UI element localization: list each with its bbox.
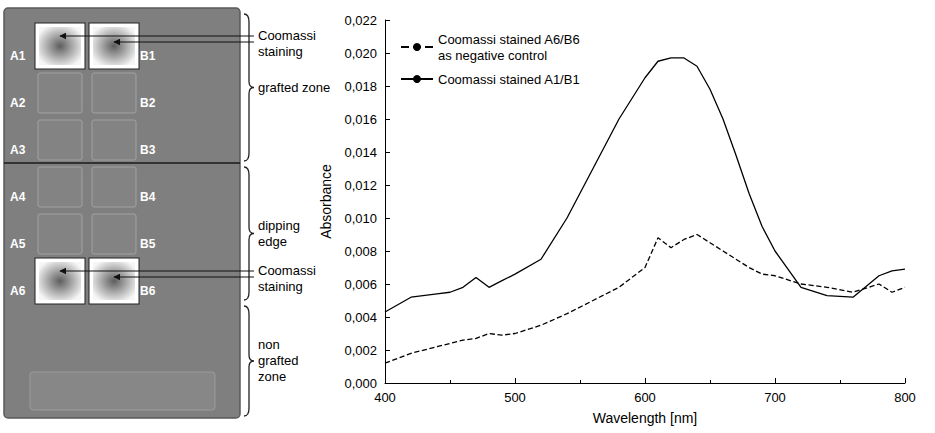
svg-text:A5: A5 [10, 237, 26, 251]
svg-text:Coomassi: Coomassi [258, 263, 316, 278]
svg-text:0,002: 0,002 [344, 343, 377, 358]
svg-text:A3: A3 [10, 143, 26, 157]
svg-text:non: non [258, 337, 280, 352]
svg-text:600: 600 [634, 390, 656, 405]
svg-text:B5: B5 [140, 237, 156, 251]
svg-text:A6: A6 [10, 284, 26, 298]
svg-text:edge: edge [258, 234, 287, 249]
svg-text:400: 400 [374, 390, 396, 405]
svg-text:zone: zone [258, 369, 286, 384]
svg-text:dipping: dipping [258, 218, 300, 233]
svg-text:700: 700 [764, 390, 786, 405]
svg-text:A4: A4 [10, 190, 26, 204]
svg-text:B2: B2 [140, 96, 156, 110]
svg-text:0,004: 0,004 [344, 310, 377, 325]
svg-text:as negative control: as negative control [438, 48, 547, 63]
svg-text:0,006: 0,006 [344, 277, 377, 292]
svg-text:A1: A1 [10, 49, 26, 63]
svg-text:0,022: 0,022 [344, 13, 377, 28]
svg-text:Coomassi stained A6/B6: Coomassi stained A6/B6 [438, 32, 580, 47]
svg-text:staining: staining [258, 279, 303, 294]
svg-text:0,000: 0,000 [344, 376, 377, 391]
svg-text:B1: B1 [140, 49, 156, 63]
svg-text:500: 500 [504, 390, 526, 405]
svg-text:0,010: 0,010 [344, 211, 377, 226]
svg-text:grafted: grafted [258, 353, 298, 368]
svg-text:0,018: 0,018 [344, 79, 377, 94]
svg-text:800: 800 [894, 390, 916, 405]
svg-text:staining: staining [258, 44, 303, 59]
svg-text:0,016: 0,016 [344, 112, 377, 127]
svg-text:Coomassi stained A1/B1: Coomassi stained A1/B1 [438, 72, 580, 87]
svg-text:B3: B3 [140, 143, 156, 157]
svg-text:A2: A2 [10, 96, 26, 110]
svg-text:B6: B6 [140, 284, 156, 298]
svg-text:0,014: 0,014 [344, 145, 377, 160]
svg-text:Absorbance: Absorbance [318, 164, 334, 239]
svg-text:0,008: 0,008 [344, 244, 377, 259]
svg-text:0,012: 0,012 [344, 178, 377, 193]
svg-text:Coomassi: Coomassi [258, 28, 316, 43]
svg-text:B4: B4 [140, 190, 156, 204]
svg-text:0,020: 0,020 [344, 46, 377, 61]
svg-text:grafted zone: grafted zone [258, 80, 330, 95]
svg-text:Wavelength [nm]: Wavelength [nm] [593, 410, 698, 426]
